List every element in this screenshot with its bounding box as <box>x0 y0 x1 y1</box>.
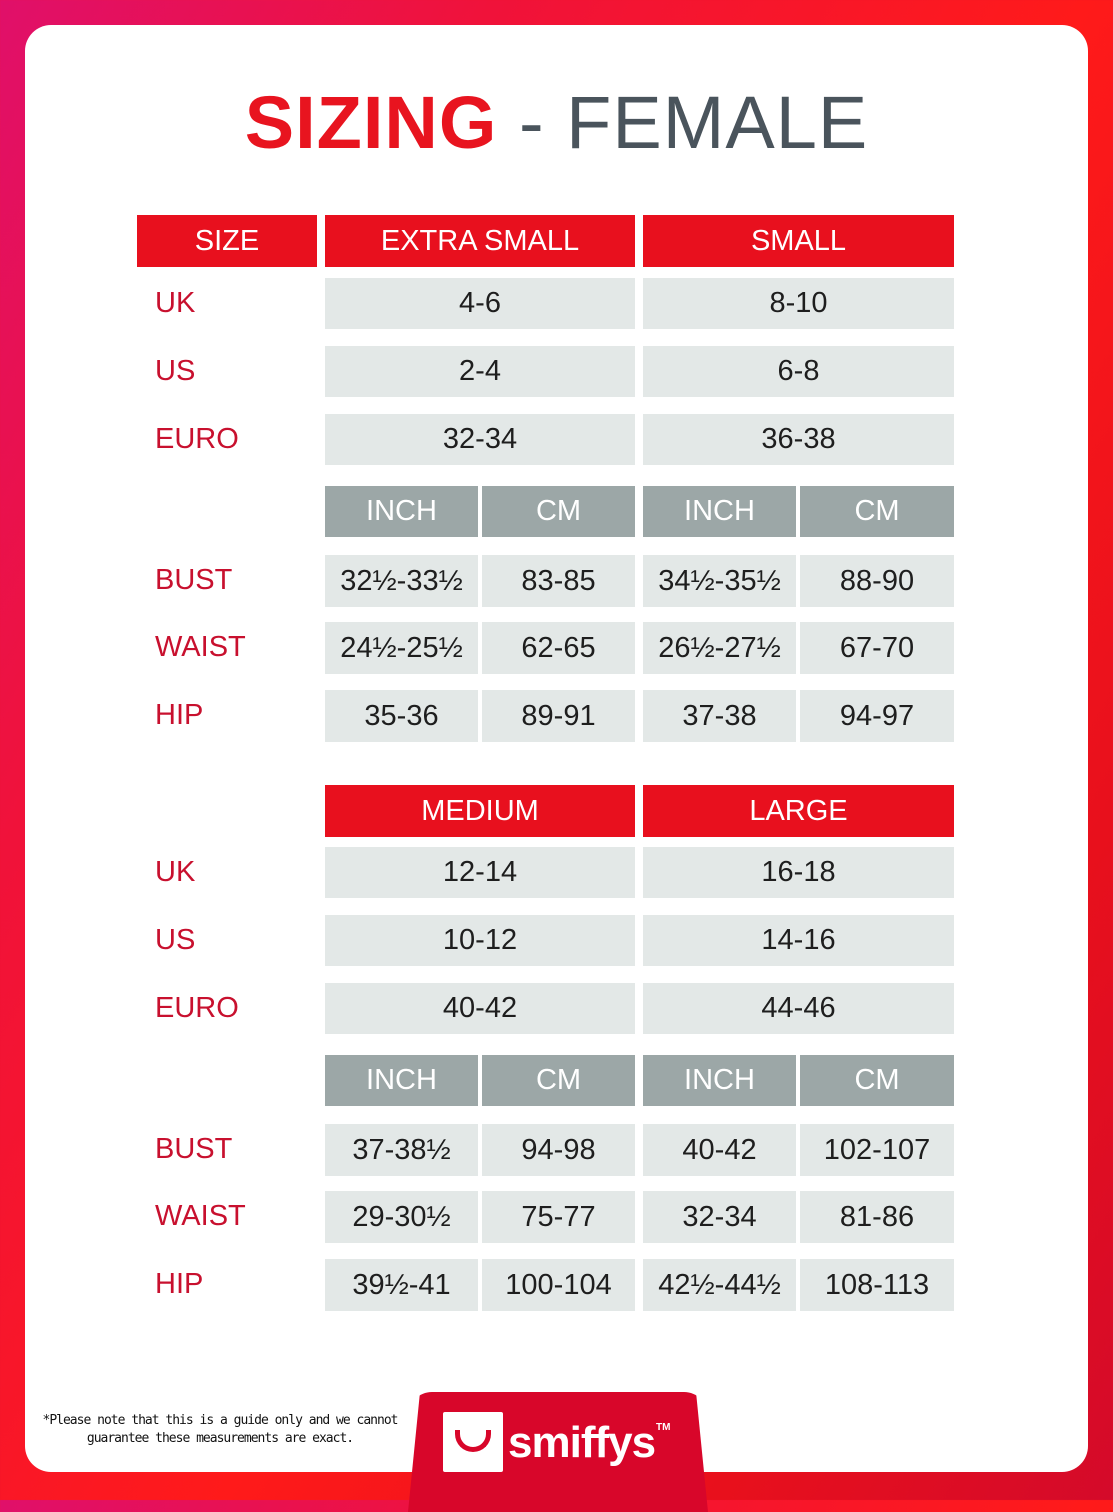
size-uk-value: 8-10 <box>643 278 954 329</box>
size-header: SIZE <box>137 215 317 267</box>
waist-value: 67-70 <box>800 622 954 674</box>
bust-value: 34½-35½ <box>643 555 796 607</box>
size-euro-value: 32-34 <box>325 414 635 465</box>
bust-value: 102-107 <box>800 1124 954 1176</box>
hip-value: 37-38 <box>643 690 796 742</box>
hip-value: 94-97 <box>800 690 954 742</box>
bust-value: 88-90 <box>800 555 954 607</box>
bust-value: 40-42 <box>643 1124 796 1176</box>
hip-value: 42½-44½ <box>643 1259 796 1311</box>
size-us-value: 2-4 <box>325 346 635 397</box>
size-uk-value: 16-18 <box>643 847 954 898</box>
row-label-us: US <box>155 355 196 387</box>
page-title: SIZING - FEMALE <box>0 80 1113 165</box>
footnote: *Please note that this is a guide only a… <box>42 1413 399 1446</box>
bust-value: 94-98 <box>482 1124 635 1176</box>
unit-header: CM <box>482 486 635 537</box>
size-uk-value: 4-6 <box>325 278 635 329</box>
title-main: SIZING <box>244 81 498 164</box>
title-sub: - FEMALE <box>518 81 869 164</box>
size-column-header: EXTRA SMALL <box>325 215 635 267</box>
size-euro-value: 40-42 <box>325 983 635 1034</box>
waist-value: 32-34 <box>643 1191 796 1243</box>
size-us-value: 6-8 <box>643 346 954 397</box>
hip-value: 89-91 <box>482 690 635 742</box>
bust-value: 32½-33½ <box>325 555 478 607</box>
row-label-bust: BUST <box>155 1133 233 1165</box>
unit-header: CM <box>800 1055 954 1106</box>
waist-value: 75-77 <box>482 1191 635 1243</box>
bust-value: 37-38½ <box>325 1124 478 1176</box>
size-euro-value: 36-38 <box>643 414 954 465</box>
row-label-waist: WAIST <box>155 1200 246 1232</box>
unit-header: CM <box>482 1055 635 1106</box>
row-label-hip: HIP <box>155 699 204 731</box>
unit-header: INCH <box>643 486 796 537</box>
trademark: TM <box>656 1422 671 1433</box>
unit-header: CM <box>800 486 954 537</box>
row-label-waist: WAIST <box>155 631 246 663</box>
hip-value: 39½-41 <box>325 1259 478 1311</box>
waist-value: 29-30½ <box>325 1191 478 1243</box>
size-euro-value: 44-46 <box>643 983 954 1034</box>
size-column-header: MEDIUM <box>325 785 635 837</box>
brand-logo-text: smiffys <box>508 1418 656 1467</box>
size-column-header: SMALL <box>643 215 954 267</box>
unit-header: INCH <box>325 486 478 537</box>
size-uk-value: 12-14 <box>325 847 635 898</box>
hip-value: 100-104 <box>482 1259 635 1311</box>
smile-icon <box>455 1430 491 1452</box>
unit-header: INCH <box>325 1055 478 1106</box>
waist-value: 24½-25½ <box>325 622 478 674</box>
row-label-euro: EURO <box>155 423 239 455</box>
row-label-euro: EURO <box>155 992 239 1024</box>
size-column-header: LARGE <box>643 785 954 837</box>
row-label-us: US <box>155 924 196 956</box>
row-label-bust: BUST <box>155 564 233 596</box>
waist-value: 81-86 <box>800 1191 954 1243</box>
hip-value: 35-36 <box>325 690 478 742</box>
size-us-value: 14-16 <box>643 915 954 966</box>
waist-value: 26½-27½ <box>643 622 796 674</box>
row-label-hip: HIP <box>155 1268 204 1300</box>
row-label-uk: UK <box>155 287 196 319</box>
waist-value: 62-65 <box>482 622 635 674</box>
unit-header: INCH <box>643 1055 796 1106</box>
bust-value: 83-85 <box>482 555 635 607</box>
hip-value: 108-113 <box>800 1259 954 1311</box>
size-us-value: 10-12 <box>325 915 635 966</box>
row-label-uk: UK <box>155 856 196 888</box>
